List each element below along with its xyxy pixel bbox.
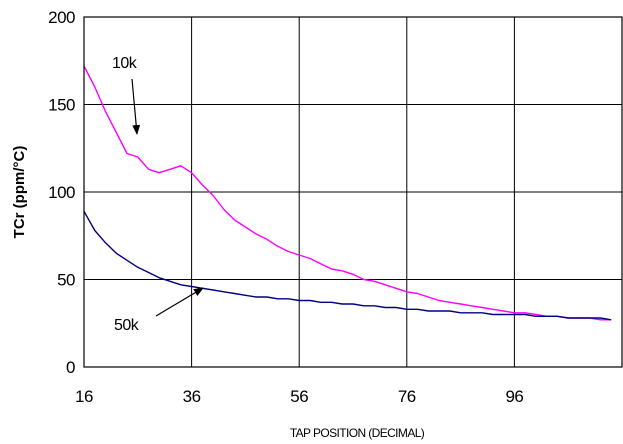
y-tick-label: 150 bbox=[48, 96, 75, 115]
x-axis-label: TAP POSITION (DECIMAL) bbox=[290, 426, 425, 440]
y-axis-label: TCr (ppm/°C) bbox=[11, 146, 28, 239]
y-tick-label: 50 bbox=[57, 271, 75, 290]
y-tick-label: 200 bbox=[48, 8, 75, 27]
x-tick-label: 36 bbox=[183, 387, 201, 406]
series-layer bbox=[83, 65, 612, 321]
x-tick-label: 16 bbox=[75, 387, 93, 406]
grid bbox=[84, 17, 622, 367]
annotation-10k-arrow bbox=[131, 78, 141, 135]
plot-frame bbox=[83, 16, 623, 368]
series-line-50k bbox=[83, 210, 612, 321]
y-tick-label: 0 bbox=[66, 358, 75, 377]
y-tick-label: 100 bbox=[48, 183, 75, 202]
y-tick-labels: 0 50 100 150 200 bbox=[48, 8, 75, 377]
annotation-50k: 50k bbox=[114, 317, 140, 334]
x-tick-labels: 16 36 56 76 96 bbox=[75, 387, 524, 406]
x-tick-label: 96 bbox=[505, 387, 523, 406]
annotation-50k-arrow bbox=[155, 287, 204, 317]
x-tick-label: 76 bbox=[398, 387, 416, 406]
x-tick-label: 56 bbox=[290, 387, 308, 406]
series-line-10k bbox=[83, 65, 612, 321]
annotation-10k: 10k bbox=[112, 55, 138, 72]
